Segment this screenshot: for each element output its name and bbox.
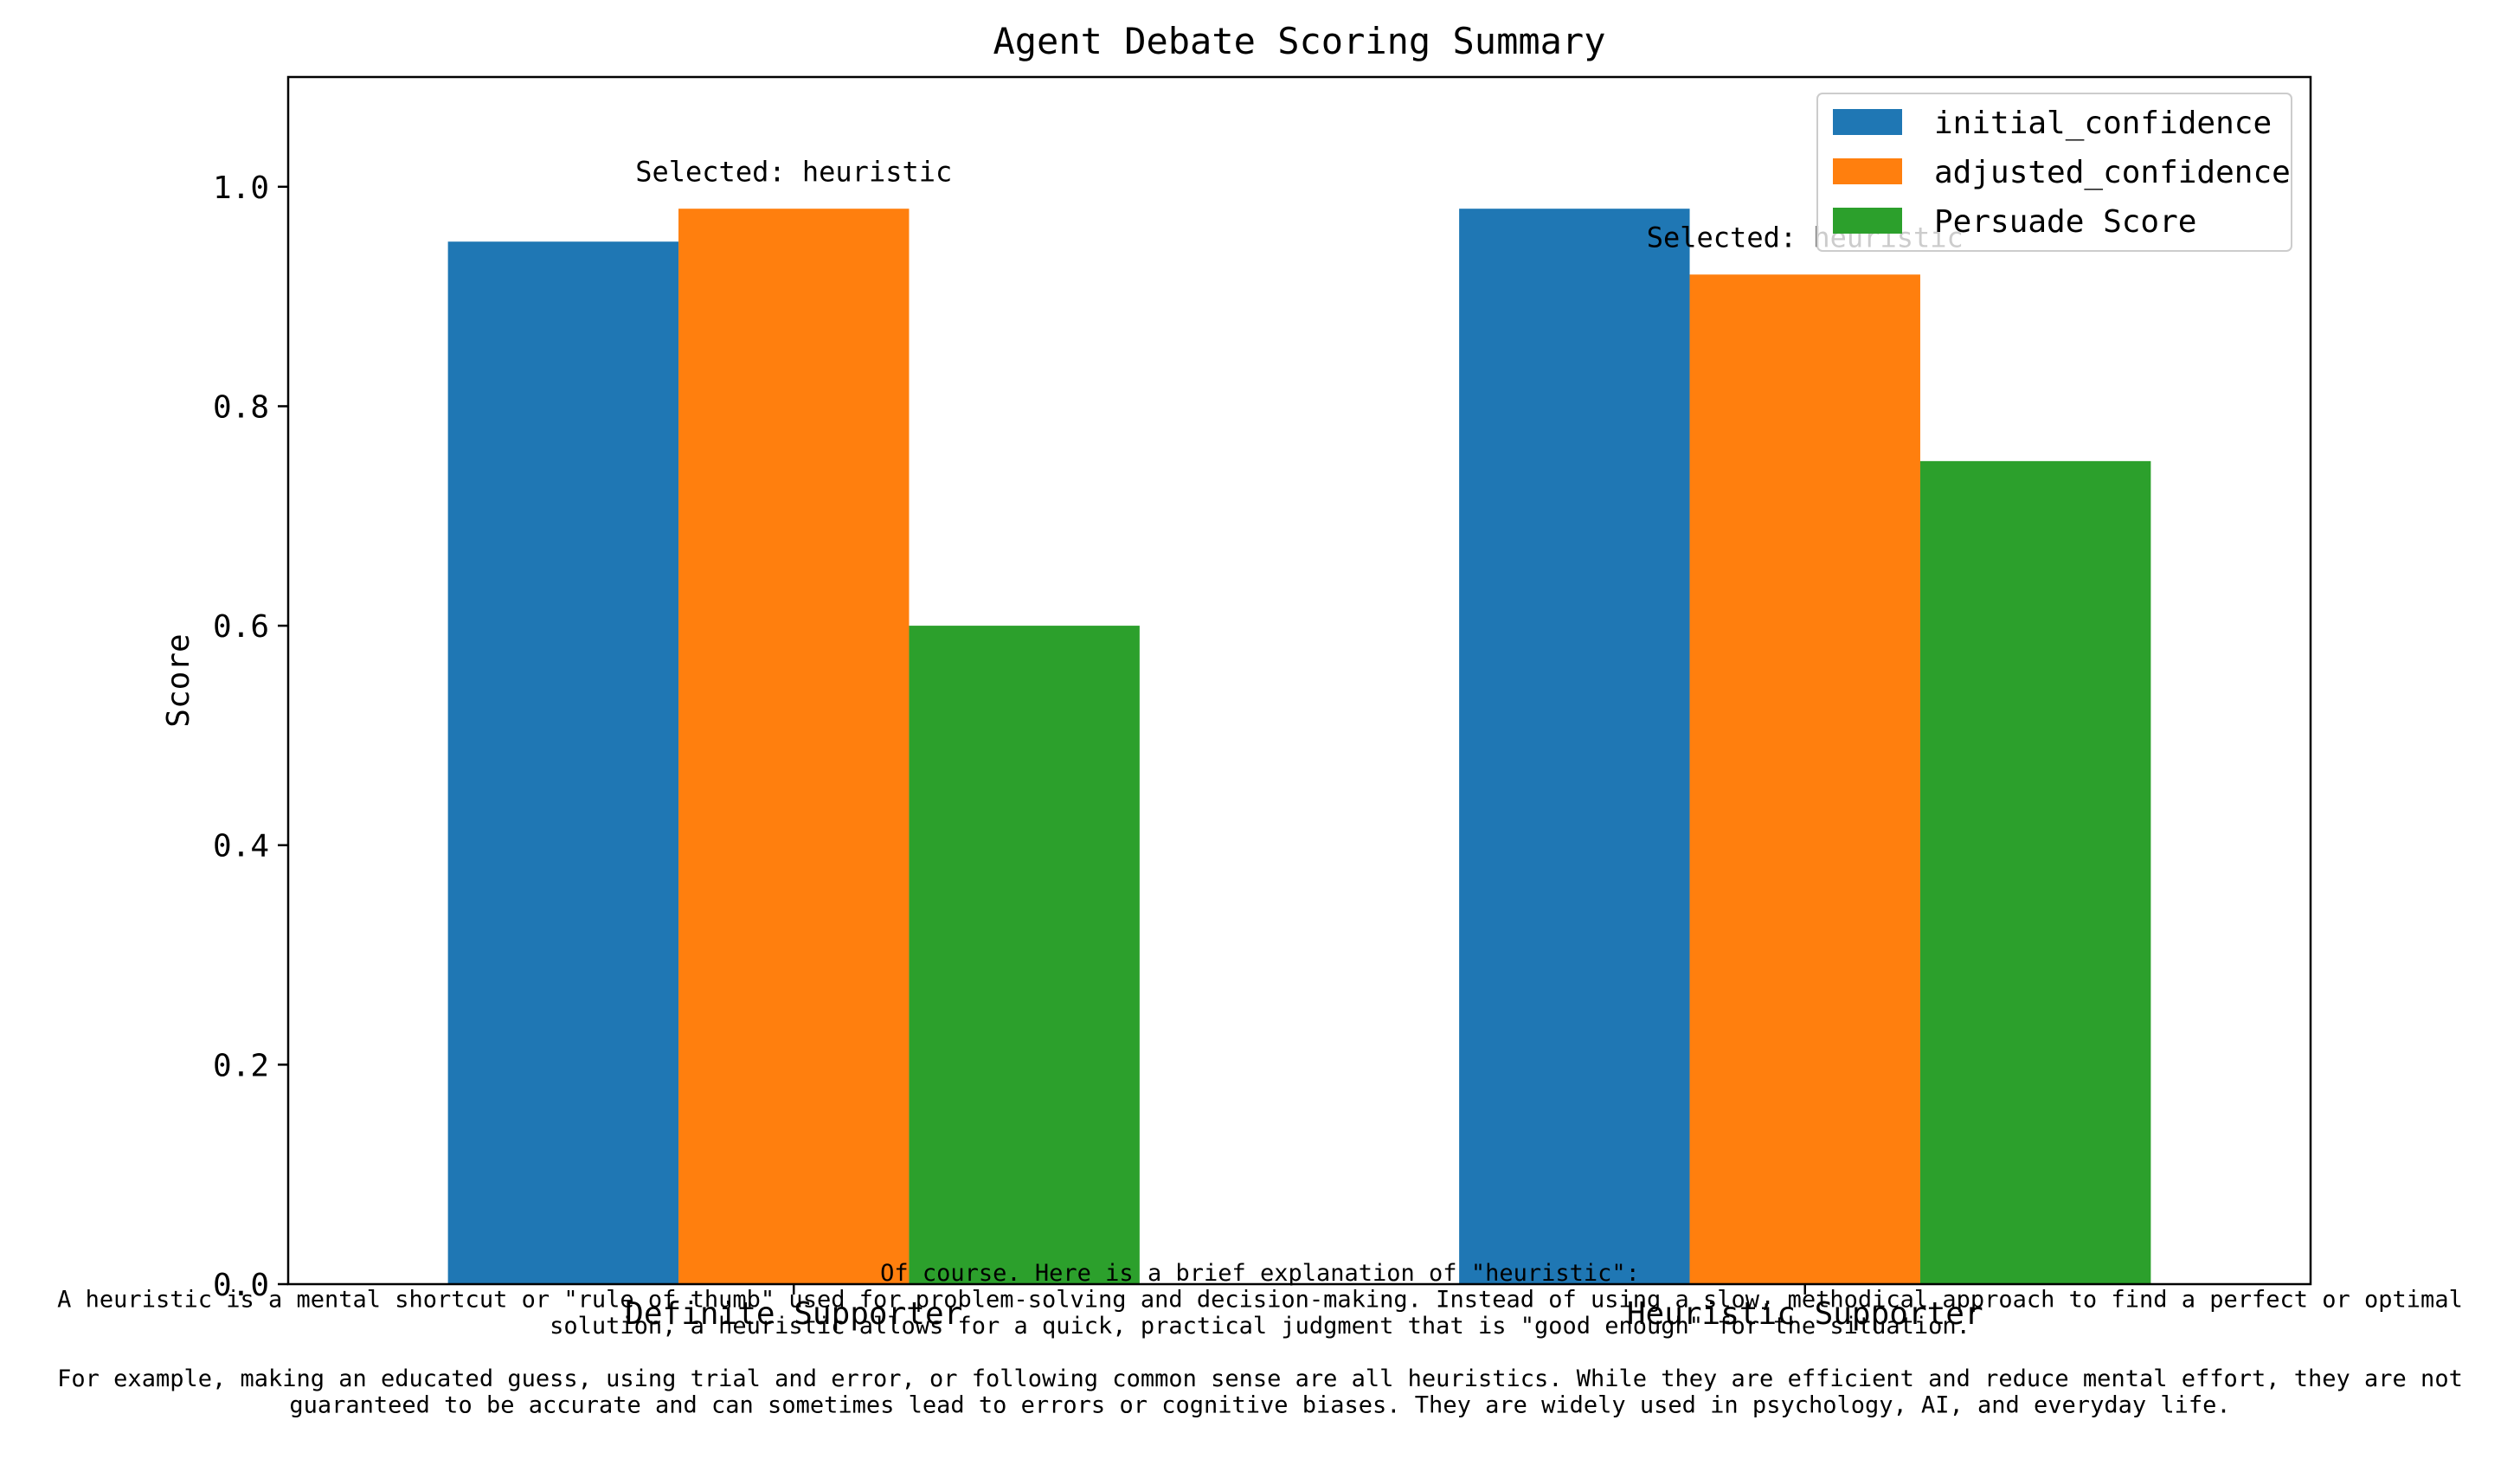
x-tick-label: Heuristic Supporter: [1627, 1296, 1983, 1332]
footnote-line: solution, a heuristic allows for a quick…: [550, 1313, 1970, 1340]
plot-frame: [286, 75, 2312, 1286]
legend: initial_confidence adjusted_confidence Per…: [1816, 93, 2292, 252]
bars-layer: [447, 209, 2151, 1285]
footnote-line: guaranteed to be accurate and can someti…: [289, 1392, 2230, 1419]
footnote-line: Of course. Here is a brief explanation o…: [880, 1260, 1640, 1287]
legend-entry-label: initial_confidence: [1934, 106, 2272, 141]
x-axis: Definite Supporter Heuristic Supporter: [625, 1284, 1983, 1332]
footnote: Of course. Here is a brief explanation o…: [57, 1260, 2463, 1419]
footnote-line: A heuristic is a mental shortcut or "rul…: [57, 1287, 2463, 1314]
x-tick-label: Definite Supporter: [625, 1296, 962, 1332]
bar-adjusted-confidence-1: [1689, 274, 1920, 1285]
y-tick-label: 0.4: [213, 829, 269, 864]
chart-title: Agent Debate Scoring Summary: [993, 20, 1605, 62]
y-tick-label: 0.8: [213, 389, 269, 425]
y-tick-label: 1.0: [213, 170, 269, 206]
bar-persuade-score-1: [1919, 460, 2151, 1284]
bar-persuade-score-0: [909, 626, 1140, 1284]
y-tick-label: 0.0: [213, 1268, 269, 1303]
legend-box: [1816, 93, 2292, 252]
footnote-line: For example, making an educated guess, u…: [57, 1365, 2463, 1392]
legend-swatch: [1833, 158, 1902, 184]
y-axis-label: Score: [161, 633, 196, 727]
y-axis: 0.0 0.2 0.4 0.6 0.8 1.0: [213, 170, 288, 1303]
y-tick-label: 0.2: [213, 1048, 269, 1083]
bar-adjusted-confidence-0: [678, 209, 910, 1284]
legend-entry-label: Persuade Score: [1934, 204, 2196, 240]
legend-entry-label: adjusted_confidence: [1934, 155, 2291, 190]
legend-swatch: [1833, 208, 1902, 234]
bar-initial-confidence-0: [447, 241, 679, 1284]
bar-initial-confidence-1: [1459, 209, 1690, 1284]
y-tick-label: 0.6: [213, 609, 269, 645]
bar-annotation: Selected: heuristic: [635, 155, 952, 188]
legend-swatch: [1833, 109, 1902, 135]
